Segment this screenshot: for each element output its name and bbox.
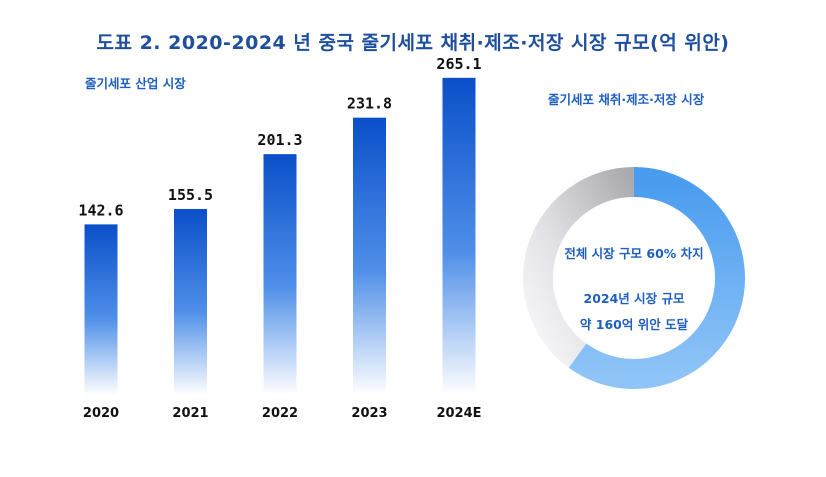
donut-slice-rest — [523, 167, 635, 368]
bar-value-label: 155.5 — [168, 186, 213, 204]
bar-2020 — [84, 224, 118, 395]
donut-slice-share — [568, 167, 745, 389]
donut-annotation-share: 전체 시장 구모 60% 차지 — [564, 246, 703, 261]
x-tick-label: 2021 — [172, 406, 208, 421]
donut-annotation-value: 약 160억 위안 도달 — [580, 317, 689, 332]
x-tick-label: 2023 — [351, 406, 387, 421]
bar-2021 — [174, 208, 207, 395]
donut-annotation-year: 2024년 시장 규모 — [584, 291, 685, 306]
bar-value-label: 265.1 — [436, 55, 481, 73]
x-tick-label: 2022 — [262, 406, 298, 421]
donut-chart-title: 줄기세포 채취·제조·저장 시장 — [548, 92, 705, 107]
bar-2024E — [442, 77, 476, 395]
page-title: 도표 2. 2020-2024 년 중국 줄기세포 채취·제조·저장 시장 규모… — [96, 32, 730, 54]
bar-2022 — [263, 154, 297, 395]
bar-2023 — [353, 117, 386, 396]
bar-value-label: 231.8 — [347, 95, 392, 113]
x-tick-label: 2024E — [436, 406, 481, 421]
x-tick-label: 2020 — [83, 406, 119, 421]
bar-value-label: 201.3 — [257, 131, 302, 149]
bar-chart-title: 줄기세포 산업 시장 — [85, 76, 186, 91]
bar-value-label: 142.6 — [78, 201, 123, 219]
